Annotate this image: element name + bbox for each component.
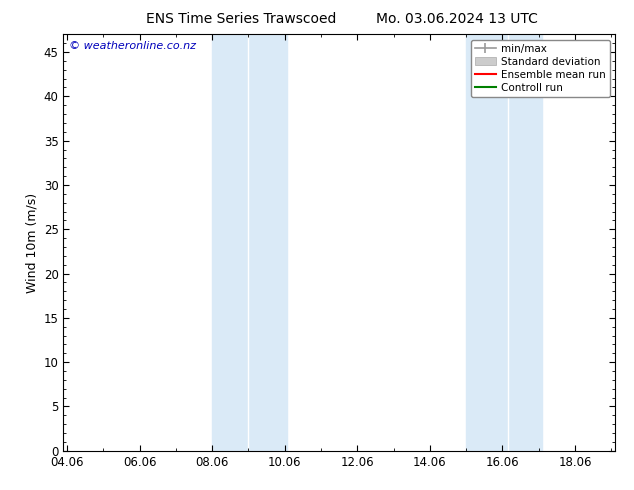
Bar [212,34,249,451]
Bar [466,34,508,451]
Bar [506,34,543,451]
Text: ENS Time Series Trawscoed: ENS Time Series Trawscoed [146,12,336,26]
Legend: min/max, Standard deviation, Ensemble mean run, Controll run: min/max, Standard deviation, Ensemble me… [470,40,610,97]
Bar [247,34,287,451]
Text: Mo. 03.06.2024 13 UTC: Mo. 03.06.2024 13 UTC [375,12,538,26]
Y-axis label: Wind 10m (m/s): Wind 10m (m/s) [25,193,38,293]
Text: © weatheronline.co.nz: © weatheronline.co.nz [69,41,196,50]
